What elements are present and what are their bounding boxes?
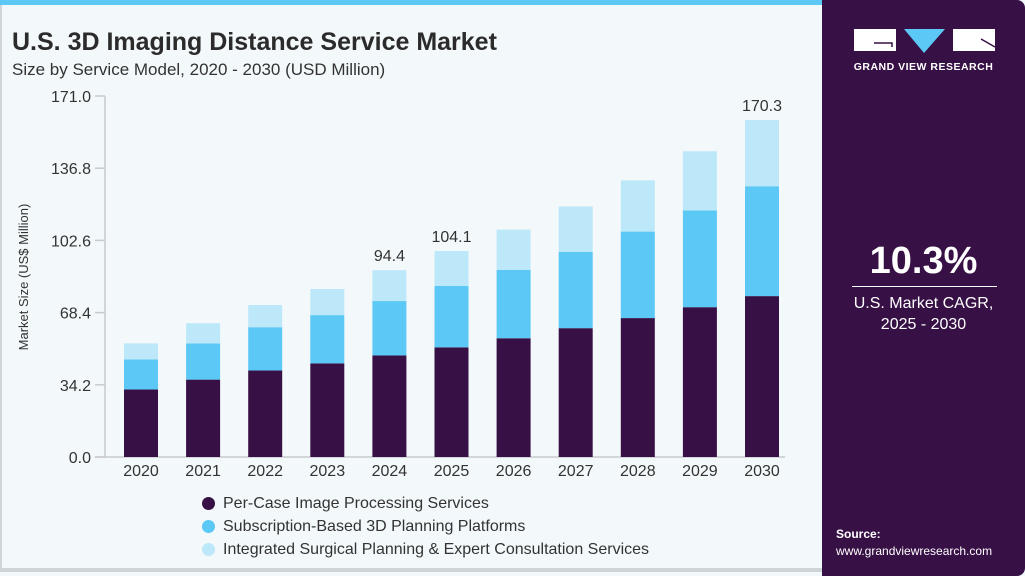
source: Source: www.grandviewresearch.com — [836, 526, 992, 560]
x-tick-label: 2030 — [744, 463, 780, 480]
legend-item: Subscription-Based 3D Planning Platforms — [202, 515, 649, 538]
bar-segment — [620, 231, 655, 319]
legend-item: Per-Case Image Processing Services — [202, 492, 649, 515]
bar-segment — [310, 315, 345, 364]
top-accent-strip — [0, 0, 822, 5]
x-tick-label: 2026 — [496, 463, 532, 480]
legend-swatch — [202, 543, 215, 556]
bar-segment — [124, 389, 158, 457]
source-link[interactable]: www.grandviewresearch.com — [836, 544, 993, 558]
data-label: 170.3 — [742, 98, 782, 115]
bar-segment — [434, 250, 469, 287]
cagr-label: U.S. Market CAGR, 2025 - 2030 — [822, 293, 1025, 335]
bar-segment — [372, 270, 407, 302]
bar-segment — [248, 370, 283, 457]
legend-label: Subscription-Based 3D Planning Platforms — [223, 517, 526, 535]
bar-segment — [682, 151, 717, 211]
bar-segment — [310, 363, 345, 457]
bar-segment — [124, 359, 158, 390]
data-label: 104.1 — [431, 229, 471, 246]
y-tick-label: 34.2 — [60, 378, 91, 395]
chart-title: U.S. 3D Imaging Distance Service Market — [12, 28, 497, 56]
x-tick-label: 2028 — [620, 463, 656, 480]
bar-segment — [310, 288, 345, 316]
bar-segment — [248, 305, 283, 328]
y-tick-label: 68.4 — [60, 306, 91, 323]
gvr-logo-icon — [854, 29, 996, 53]
x-tick-label: 2024 — [372, 463, 408, 480]
cagr-label-line2: 2025 - 2030 — [880, 316, 967, 333]
bar-segment — [186, 379, 221, 457]
bar-segment — [496, 269, 531, 339]
y-tick-label: 136.8 — [51, 161, 91, 178]
x-tick-label: 2021 — [185, 463, 221, 480]
bar-segment — [124, 343, 158, 360]
bar-segment — [745, 296, 779, 457]
cagr-value: 10.3% — [869, 240, 978, 282]
legend: Per-Case Image Processing Services Subsc… — [202, 492, 649, 561]
cagr-label-line1: U.S. Market CAGR, — [853, 295, 994, 312]
bar-segment — [186, 323, 221, 344]
legend-item: Integrated Surgical Planning & Expert Co… — [202, 538, 649, 561]
bar-segment — [558, 328, 593, 457]
bar-segment — [372, 301, 407, 356]
bar-segment — [682, 307, 717, 457]
bar-segment — [248, 327, 283, 371]
legend-label: Per-Case Image Processing Services — [223, 494, 489, 512]
x-tick-label: 2020 — [123, 463, 159, 480]
bar-segment — [372, 355, 407, 457]
x-tick-label: 2023 — [310, 463, 346, 480]
legend-label: Integrated Surgical Planning & Expert Co… — [223, 540, 650, 558]
data-label: 94.4 — [374, 248, 405, 265]
legend-swatch — [202, 497, 215, 510]
y-tick-label: 0.0 — [69, 450, 91, 467]
bar-segment — [745, 186, 779, 297]
x-tick-label: 2022 — [247, 463, 283, 480]
legend-swatch — [202, 520, 215, 533]
bar-segment — [558, 206, 593, 252]
bar-chart: 0.0 34.2 68.4 102.6 136.8 171.0 Market Size (U… — [16, 89, 785, 480]
y-tick-label: 171.0 — [51, 89, 91, 106]
x-tick-label: 2025 — [434, 463, 470, 480]
bar-segment — [558, 251, 593, 329]
bar-segment — [620, 318, 655, 457]
bar-segment — [682, 210, 717, 308]
bar-segment — [620, 180, 655, 232]
source-label: Source: — [836, 527, 881, 541]
logo-text: GRAND VIEW RESEARCH — [853, 61, 994, 73]
divider — [852, 286, 997, 287]
side-panel: GRAND VIEW RESEARCH 10.3% U.S. Market CA… — [822, 0, 1025, 576]
bar-segment — [496, 229, 531, 270]
x-tick-label: 2027 — [558, 463, 594, 480]
y-tick-label: 102.6 — [51, 233, 91, 250]
y-axis-label: Market Size (US$ Million) — [16, 204, 31, 351]
bar-segment — [745, 119, 779, 187]
chart-subtitle: Size by Service Model, 2020 - 2030 (USD … — [12, 60, 386, 79]
x-tick-label: 2029 — [682, 463, 718, 480]
bar-segment — [186, 343, 221, 380]
bar-segment — [434, 347, 469, 457]
chart-frame — [0, 5, 822, 572]
bar-segment — [434, 286, 469, 348]
bar-segment — [496, 338, 531, 457]
